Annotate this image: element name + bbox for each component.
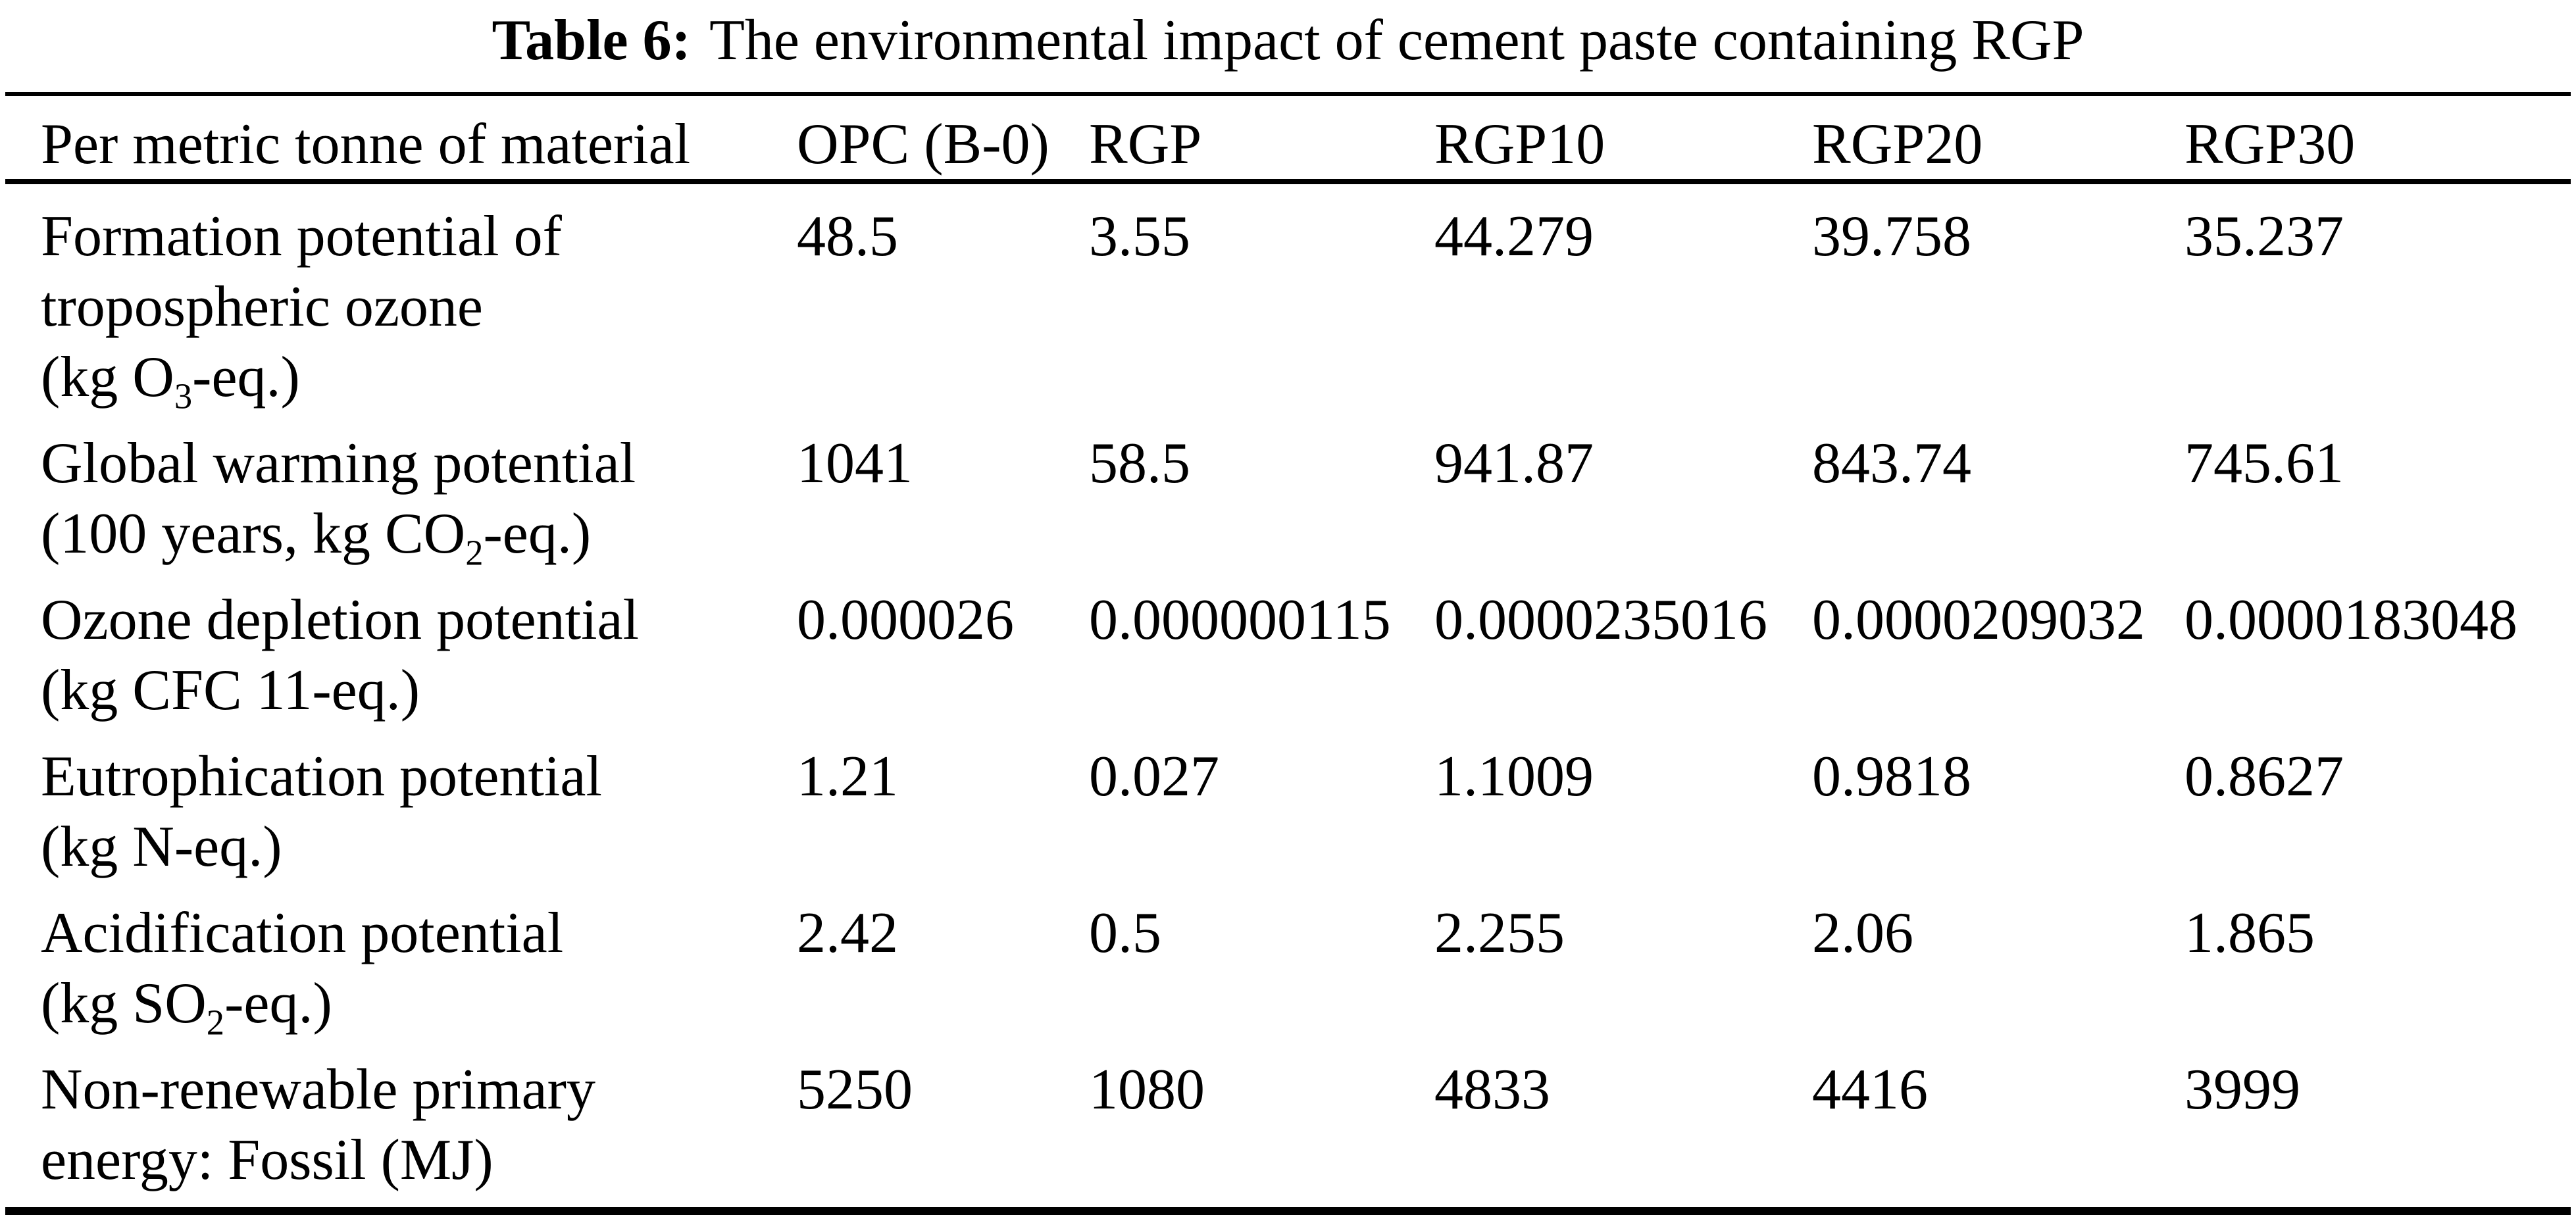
value-cell: 48.5 [797, 205, 898, 268]
value-cell: 1080 [1089, 1058, 1205, 1122]
row-label: Formation potential of tropospheric ozon… [41, 201, 797, 416]
row-label-line: Formation potential of [41, 205, 562, 268]
row-label-line: Eutrophication potential [41, 745, 602, 809]
value-cell: 35.237 [2185, 205, 2344, 268]
value-cell: 941.87 [1434, 432, 1594, 495]
row-label: Acidification potential (kg SO2-eq.) [41, 898, 797, 1043]
table-caption-text: The environmental impact of cement paste… [709, 9, 2084, 72]
value-cell: 4833 [1434, 1058, 1550, 1122]
row-label-unit: energy: Fossil (MJ) [41, 1128, 493, 1192]
column-header-rgp20: RGP20 [1812, 112, 1983, 176]
value-cell: 2.06 [1812, 901, 1913, 965]
row-label-line: Non-renewable primary [41, 1058, 595, 1122]
value-cell: 0.000000115 [1089, 588, 1391, 652]
table-row-eutrophication: Eutrophication potential (kg N-eq.) 1.21… [5, 741, 2571, 882]
row-label: Global warming potential (100 years, kg … [41, 428, 797, 573]
value-cell: 4416 [1812, 1058, 1928, 1122]
column-header-material: Per metric tonne of material [41, 112, 691, 176]
value-cell: 1041 [797, 432, 913, 495]
value-cell: 1.21 [797, 745, 898, 809]
table-row-acidification: Acidification potential (kg SO2-eq.) 2.4… [5, 898, 2571, 1043]
value-cell: 0.0000183048 [2185, 588, 2517, 652]
row-label-line: Ozone depletion potential [41, 588, 640, 652]
row-label-unit: (kg SO2-eq.) [41, 972, 332, 1043]
table-row-global-warming: Global warming potential (100 years, kg … [5, 428, 2571, 573]
value-cell: 58.5 [1089, 432, 1190, 495]
value-cell: 5250 [797, 1058, 913, 1122]
value-cell: 3999 [2185, 1058, 2300, 1122]
environmental-impact-table: Per metric tonne of material OPC (B-0) R… [5, 92, 2571, 1215]
value-cell: 2.255 [1434, 901, 1565, 965]
row-label-line: Global warming potential [41, 432, 636, 495]
row-label: Eutrophication potential (kg N-eq.) [41, 741, 797, 882]
value-cell: 1.865 [2185, 901, 2315, 965]
value-cell: 3.55 [1089, 205, 1190, 268]
row-label-line: tropospheric ozone [41, 275, 483, 339]
row-label-unit: (kg O3-eq.) [41, 345, 300, 416]
row-label-unit: (100 years, kg CO2-eq.) [41, 502, 592, 573]
row-label: Ozone depletion potential (kg CFC 11-eq.… [41, 585, 797, 726]
row-label-unit: (kg CFC 11-eq.) [41, 659, 420, 722]
column-header-rgp10: RGP10 [1434, 112, 1605, 176]
value-cell: 0.0000235016 [1434, 588, 1767, 652]
table-caption: Table 6: The environmental impact of ceme… [0, 0, 2576, 78]
value-cell: 0.5 [1089, 901, 1161, 965]
column-header-rgp30: RGP30 [2185, 112, 2356, 176]
value-cell: 0.0000209032 [1812, 588, 2145, 652]
row-label-unit: (kg N-eq.) [41, 815, 282, 879]
value-cell: 1.1009 [1434, 745, 1594, 809]
value-cell: 39.758 [1812, 205, 1971, 268]
table-row-nonrenewable-energy: Non-renewable primary energy: Fossil (MJ… [5, 1055, 2571, 1195]
column-header-opc-b0: OPC (B-0) [797, 112, 1049, 176]
column-header-rgp: RGP [1089, 112, 1202, 176]
value-cell: 843.74 [1812, 432, 1971, 495]
table-row-tropospheric-ozone: Formation potential of tropospheric ozon… [5, 201, 2571, 416]
value-cell: 0.027 [1089, 745, 1219, 809]
value-cell: 44.279 [1434, 205, 1594, 268]
row-label: Non-renewable primary energy: Fossil (MJ… [41, 1055, 797, 1195]
value-cell: 0.000026 [797, 588, 1014, 652]
value-cell: 2.42 [797, 901, 898, 965]
table-row-ozone-depletion: Ozone depletion potential (kg CFC 11-eq.… [5, 585, 2571, 726]
table-header-row: Per metric tonne of material OPC (B-0) R… [5, 96, 2571, 184]
row-label-line: Acidification potential [41, 901, 564, 965]
table-body: Formation potential of tropospheric ozon… [5, 184, 2571, 1207]
value-cell: 0.8627 [2185, 745, 2344, 809]
table-caption-number: Table 6: [492, 9, 691, 72]
value-cell: 0.9818 [1812, 745, 1971, 809]
value-cell: 745.61 [2185, 432, 2344, 495]
